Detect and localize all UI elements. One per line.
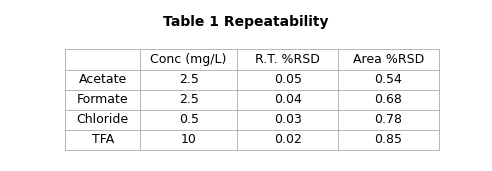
Text: 0.54: 0.54 bbox=[374, 73, 402, 86]
Text: 0.05: 0.05 bbox=[274, 73, 302, 86]
Text: 0.02: 0.02 bbox=[274, 133, 302, 146]
Text: Area %RSD: Area %RSD bbox=[353, 53, 424, 66]
Text: Formate: Formate bbox=[77, 93, 128, 106]
Text: 0.68: 0.68 bbox=[374, 93, 402, 106]
Text: Conc (mg/L): Conc (mg/L) bbox=[151, 53, 227, 66]
Text: TFA: TFA bbox=[92, 133, 114, 146]
Text: R.T. %RSD: R.T. %RSD bbox=[255, 53, 320, 66]
Text: 2.5: 2.5 bbox=[179, 93, 199, 106]
Text: 0.03: 0.03 bbox=[274, 113, 302, 126]
Text: 2.5: 2.5 bbox=[179, 73, 199, 86]
Text: 0.78: 0.78 bbox=[374, 113, 402, 126]
Text: Chloride: Chloride bbox=[77, 113, 129, 126]
Text: 10: 10 bbox=[181, 133, 197, 146]
Text: Acetate: Acetate bbox=[79, 73, 127, 86]
Text: Table 1 Repeatability: Table 1 Repeatability bbox=[163, 15, 329, 29]
Text: 0.85: 0.85 bbox=[374, 133, 402, 146]
Text: 0.04: 0.04 bbox=[274, 93, 302, 106]
Text: 0.5: 0.5 bbox=[179, 113, 199, 126]
